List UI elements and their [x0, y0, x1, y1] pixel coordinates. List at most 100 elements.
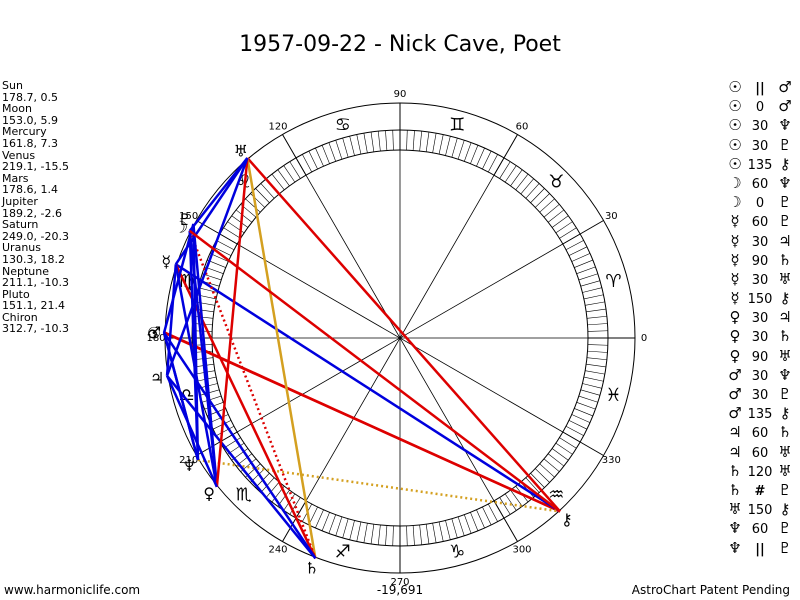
aspect-planet-1: ♄	[728, 461, 742, 480]
degree-tick	[406, 525, 408, 546]
aries-sign-icon: ♈	[605, 271, 621, 292]
position-planet-name: Pluto	[2, 287, 30, 301]
degree-label: 150	[179, 211, 198, 222]
position-planet-name: Mercury	[2, 125, 47, 139]
position-planet-value: 130.3, 18.2	[2, 252, 65, 266]
position-planet-name: Mars	[2, 171, 29, 185]
degree-tick	[555, 221, 573, 234]
degree-tick	[568, 246, 588, 256]
aspect-type: 30	[751, 368, 769, 384]
degree-tick	[515, 173, 529, 191]
degree-tick	[470, 512, 479, 531]
degree-tick	[559, 227, 577, 239]
degree-tick	[583, 376, 604, 382]
position-planet-name: Jupiter	[2, 194, 38, 208]
aspect-type: 30	[751, 138, 769, 154]
aspect-type: 0	[755, 196, 765, 212]
degree-tick	[457, 516, 465, 536]
degree-tick	[335, 140, 343, 160]
degree-tick	[535, 468, 550, 483]
degree-tick	[245, 198, 261, 213]
aspect-planet-2: ♆	[778, 116, 792, 135]
degree-tick	[499, 161, 511, 179]
degree-tick	[571, 414, 591, 423]
sign-boundary	[493, 500, 518, 542]
aspect-type: ||	[755, 81, 765, 96]
degree-tick	[530, 188, 545, 203]
aspect-planet-2: ⚷	[779, 154, 791, 173]
taurus-sign-icon: ♉	[548, 172, 564, 193]
degree-tick	[335, 516, 343, 536]
aspect-type: ||	[755, 541, 765, 557]
degree-tick	[576, 402, 596, 410]
moon-planet-icon: ☽	[174, 217, 188, 236]
degree-tick	[349, 520, 355, 540]
degree-tick	[585, 370, 605, 375]
degree-tick	[470, 145, 479, 164]
degree-tick	[216, 425, 235, 436]
degree-label: 210	[179, 455, 198, 466]
aspect-line-moon-saturn	[188, 230, 317, 559]
aspect-line-uranus-moon	[188, 157, 249, 232]
degree-tick	[363, 133, 368, 153]
footer-website[interactable]: www.harmoniclife.com	[4, 583, 141, 597]
aspect-row: ☿ 60 ♇	[726, 212, 794, 231]
aspect-row: ☿ 30 ♅	[726, 270, 794, 289]
aspect-planet-2: ♂	[778, 97, 792, 116]
aspect-line-venus-jupiter	[165, 375, 218, 488]
degree-tick	[235, 209, 253, 223]
aspect-planet-2: ♂	[778, 78, 792, 96]
position-planet-name: Chiron	[2, 310, 38, 324]
degree-tick	[574, 408, 593, 417]
aspect-planet-1: ☽	[728, 193, 742, 212]
aspect-planet-2: ♇	[778, 385, 792, 403]
pluto-planet-icon: ♇	[177, 210, 191, 229]
aspect-type: 30	[751, 119, 769, 135]
degree-tick	[587, 350, 608, 353]
degree-tick	[193, 315, 214, 319]
degree-tick	[438, 521, 444, 542]
degree-tick	[482, 150, 492, 170]
aspect-planet-1: ☿	[730, 231, 740, 250]
pisces-sign-icon: ♓	[605, 385, 621, 406]
aspect-line-mars-chiron	[163, 331, 561, 513]
degree-tick	[412, 525, 415, 546]
aspect-type: 30	[751, 388, 769, 403]
degree-tick	[576, 266, 596, 274]
aspect-line-mercury-chiron	[175, 263, 561, 513]
degree-tick	[586, 315, 607, 319]
venus-planet-icon: ♀	[203, 484, 215, 503]
degree-tick	[586, 363, 607, 368]
degree-tick	[315, 147, 324, 167]
degree-tick	[583, 294, 604, 300]
aspect-type: 30	[751, 330, 769, 346]
sign-boundary	[196, 431, 238, 456]
aspect-planet-1: ☿	[730, 212, 740, 231]
aspect-planet-1: ♆	[728, 519, 742, 538]
degree-tick	[445, 520, 451, 540]
degree-label: 0	[641, 333, 647, 344]
aspect-planet-1: ☉	[728, 97, 742, 116]
aspect-type: 30	[751, 311, 769, 327]
degree-tick	[425, 131, 430, 152]
aspect-row: ☽ 60 ♆	[726, 174, 794, 193]
degree-tick	[202, 395, 222, 403]
aquarius-sign-icon: ♒	[548, 484, 564, 505]
aspect-planet-2: ♇	[778, 193, 792, 212]
aspect-planet-1: ☉	[728, 116, 742, 135]
chiron-planet-icon: ⚷	[561, 510, 573, 529]
aspect-planet-2: ♅	[778, 461, 792, 480]
degree-label: 120	[268, 122, 287, 133]
degree-tick	[578, 395, 598, 403]
aspect-planet-2: ♄	[778, 250, 792, 269]
degree-tick	[385, 525, 388, 546]
degree-tick	[349, 136, 355, 156]
aspect-line-uranus-saturn	[246, 157, 317, 559]
position-planet-value: 178.6, 1.4	[2, 183, 58, 197]
footer-patent: AstroChart Patent Pending	[631, 583, 790, 597]
degree-tick	[412, 130, 415, 151]
aspect-line-uranus-jupiter	[165, 157, 249, 377]
aspect-line-neptune-chiron	[197, 458, 561, 513]
aspect-row: ♅ 150 ⚷	[726, 500, 794, 519]
sign-boundary	[282, 500, 307, 542]
